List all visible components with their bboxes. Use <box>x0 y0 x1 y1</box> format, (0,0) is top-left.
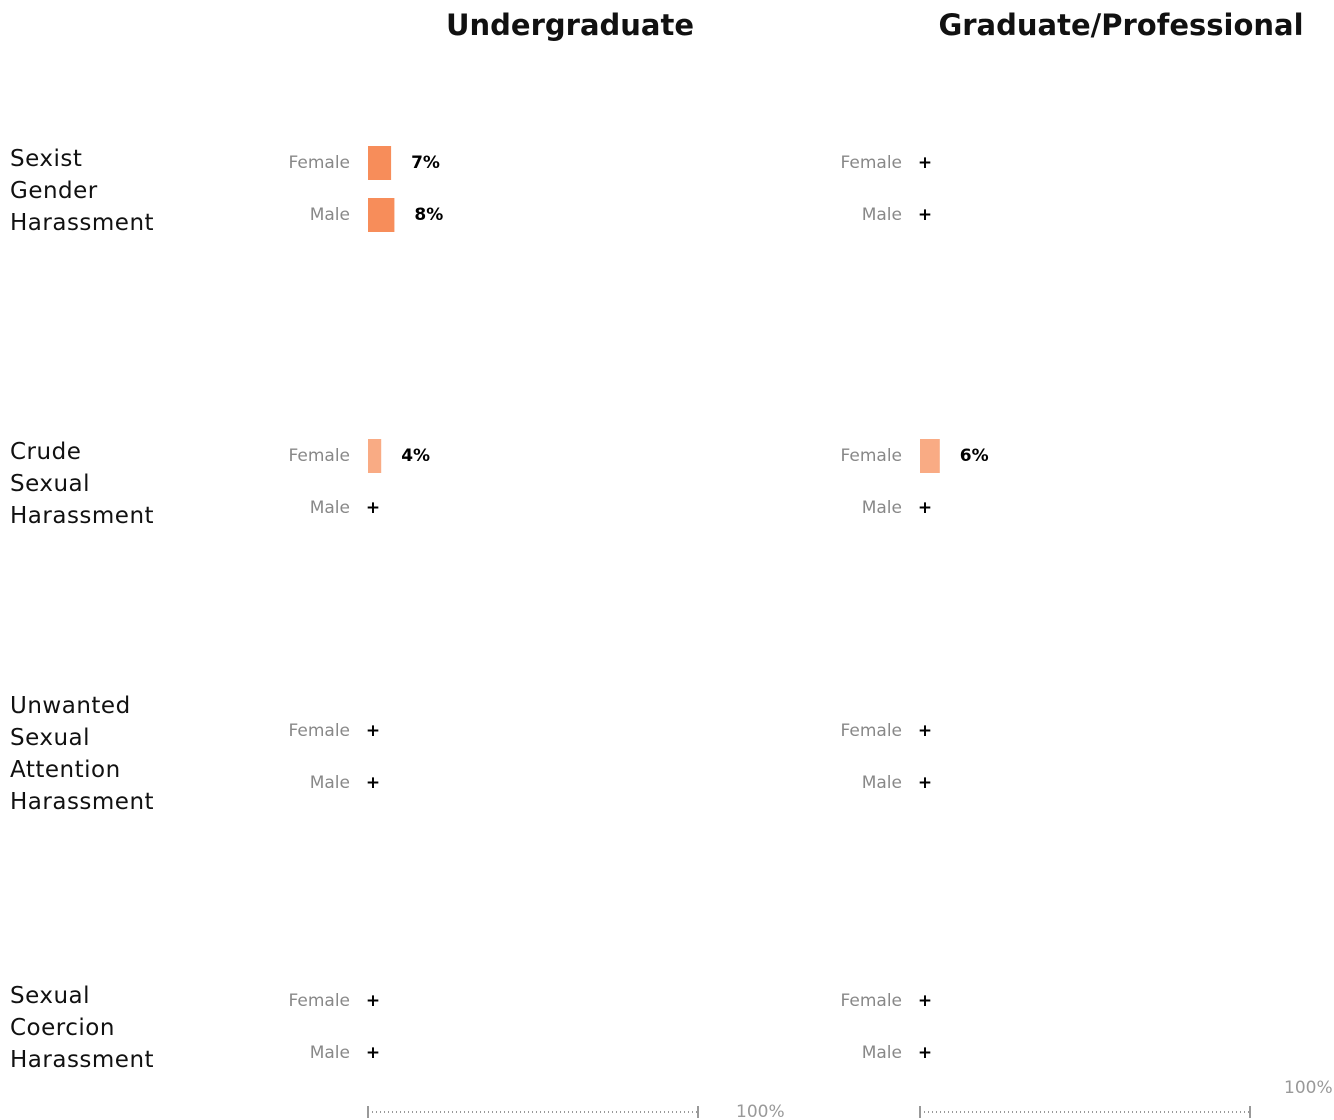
group-label: Male <box>862 1043 902 1063</box>
bar <box>368 439 382 473</box>
bar <box>368 146 392 180</box>
group-label: Male <box>310 498 350 518</box>
bar <box>920 439 940 473</box>
row-label: Unwanted Sexual Attention Harassment <box>10 693 155 815</box>
row-label: Sexist Gender Harassment <box>10 146 155 236</box>
group-label: Female <box>841 991 902 1011</box>
row-label: Sexual Coercion Harassment <box>10 983 155 1073</box>
value-label: + <box>366 721 380 741</box>
group-label: Female <box>289 721 350 741</box>
group-label: Female <box>841 153 902 173</box>
value-label: + <box>366 991 380 1011</box>
value-label: 8% <box>414 205 443 225</box>
value-label: + <box>918 721 932 741</box>
group-label: Female <box>841 721 902 741</box>
group-label: Female <box>289 446 350 466</box>
group-label: Male <box>862 773 902 793</box>
group-label: Male <box>310 1043 350 1063</box>
axis-tick-label: 100% <box>736 1102 785 1120</box>
value-label: 7% <box>411 153 440 173</box>
value-label: + <box>918 991 932 1011</box>
value-label: + <box>366 1043 380 1063</box>
panel-title: Graduate/Professional <box>938 8 1303 42</box>
value-label: + <box>918 773 932 793</box>
axis-tick-label: 100% <box>1284 1078 1333 1098</box>
group-label: Female <box>841 446 902 466</box>
value-label: + <box>918 498 932 518</box>
bar <box>368 198 395 232</box>
value-label: 6% <box>960 446 989 466</box>
group-label: Female <box>289 991 350 1011</box>
panel-title: Undergraduate <box>446 8 694 42</box>
value-label: 4% <box>401 446 430 466</box>
group-label: Male <box>310 205 350 225</box>
value-label: + <box>366 773 380 793</box>
value-label: + <box>918 205 932 225</box>
group-label: Male <box>862 205 902 225</box>
value-label: + <box>918 1043 932 1063</box>
row-label: Crude Sexual Harassment <box>10 439 155 529</box>
value-label: + <box>918 153 932 173</box>
value-label: + <box>366 498 380 518</box>
group-label: Male <box>862 498 902 518</box>
group-label: Male <box>310 773 350 793</box>
group-label: Female <box>289 153 350 173</box>
